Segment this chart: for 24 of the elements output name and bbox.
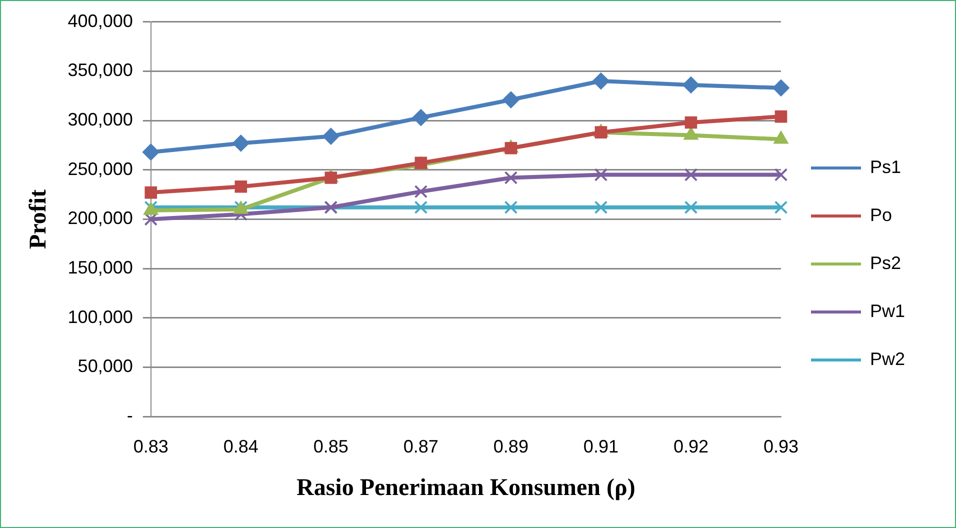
- legend-label: Po: [870, 204, 892, 225]
- y-tick-label: 250,000: [68, 158, 133, 179]
- legend-label: Pw1: [870, 300, 905, 321]
- y-axis-title: Profit: [26, 189, 52, 249]
- y-tick-label: 350,000: [68, 60, 133, 80]
- x-tick-label: 0.85: [313, 436, 348, 456]
- x-tick-label: 0.84: [223, 436, 258, 456]
- x-tick-label: 0.89: [493, 436, 528, 456]
- x-tick-label: 0.92: [673, 436, 708, 456]
- x-tick-label: 0.93: [763, 436, 799, 456]
- x-tick-label: 0.91: [583, 436, 618, 456]
- y-tick-label: 400,000: [68, 10, 133, 31]
- y-tick-label: 300,000: [68, 109, 133, 130]
- x-tick-label: 0.87: [403, 436, 438, 456]
- y-tick-label: 150,000: [68, 258, 133, 278]
- x-axis-title: Rasio Penerimaan Konsumen (ρ): [296, 474, 636, 501]
- y-tick-label: -: [126, 406, 133, 426]
- legend-label: Ps1: [870, 156, 902, 177]
- y-tick-label: 100,000: [68, 306, 133, 327]
- legend-label: Ps2: [870, 252, 902, 273]
- y-tick-label: 200,000: [68, 208, 133, 228]
- x-tick-label: 0.83: [133, 436, 168, 456]
- y-tick-label: 50,000: [78, 356, 133, 376]
- legend-label: Pw2: [870, 348, 905, 369]
